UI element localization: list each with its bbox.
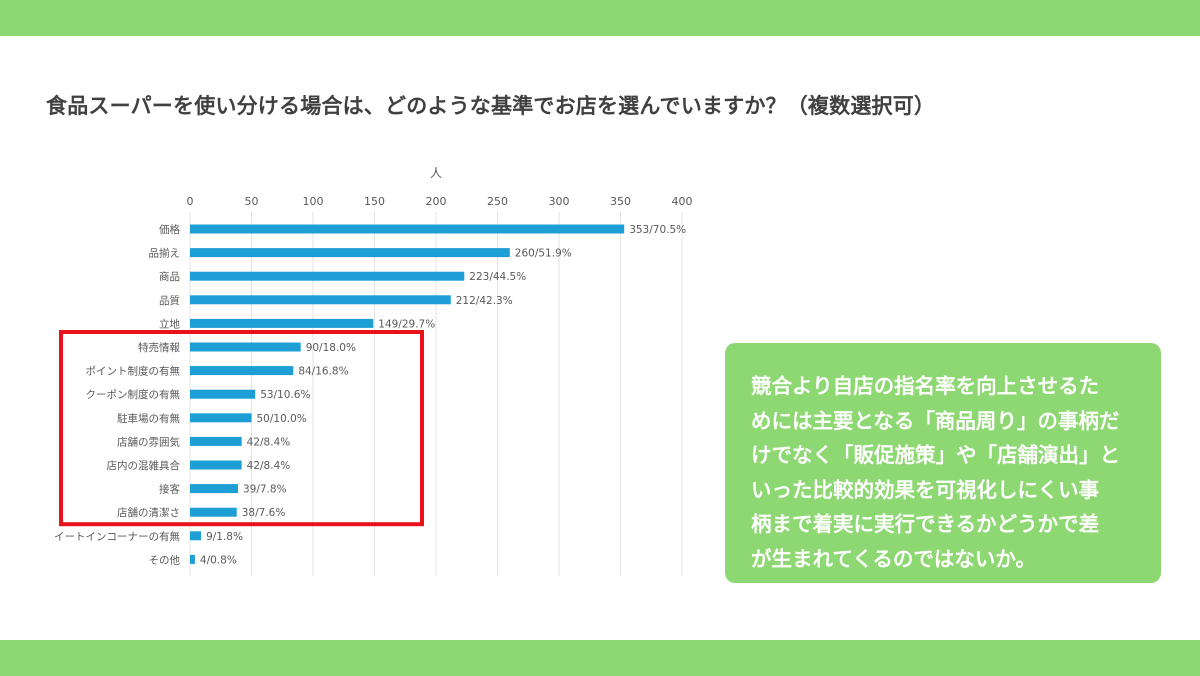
tick-label: 250 [487,195,508,208]
category-label: 品揃え [149,247,181,260]
category-label: 店舗の清潔さ [117,506,180,519]
data-label: 9/1.8% [206,531,243,543]
highlight-box [59,330,424,527]
bar [190,366,294,376]
bar [190,318,374,328]
bar [190,507,237,517]
bar [190,295,451,305]
bar [190,342,301,352]
category-label: 立地 [159,317,180,330]
tick-label: 100 [303,195,324,208]
bar [190,248,510,258]
data-label: 149/29.7% [378,318,435,330]
category-label: 商品 [159,270,180,283]
axis-unit-label: 人 [430,166,442,180]
category-label: 価格 [159,223,180,236]
data-label: 84/16.8% [298,366,348,378]
callout-line: めには主要となる「商品周り」の事柄だ [751,408,1120,433]
tick-label: 400 [672,195,693,208]
category-label: 特売情報 [138,341,180,354]
data-label: 42/8.4% [247,436,291,448]
data-label: 4/0.8% [200,554,237,566]
callout-line: 柄まで着実に実行できるかどうかで差 [751,512,1100,536]
page-title: 食品スーパーを使い分ける場合は、どのような基準でお店を選んでいますか？（複数選択… [46,94,936,118]
bar-chart: 人 0 50 100 150 200 250 300 350 400 価格 353/70.5% 品揃え 2… [54,166,693,576]
category-label: 店内の混雑具合 [107,459,181,472]
callout-box: 競合より自店の指名率を向上させるた めには主要となる「商品周り」の事柄だ けでな… [725,343,1161,583]
data-label: 90/18.0% [306,342,356,354]
data-label: 38/7.6% [242,507,286,519]
category-label: 店舗の雰囲気 [117,435,180,448]
bar [190,389,256,399]
category-label: 駐車場の有無 [117,412,180,425]
bar [190,224,625,234]
data-label: 260/51.9% [515,248,572,260]
data-label: 50/10.0% [257,413,307,425]
tick-label: 350 [610,195,631,208]
data-label: 53/10.6% [260,389,310,401]
bar [190,554,195,564]
category-label: その他 [149,553,181,566]
category-label: クーポン制度の有無 [86,388,181,401]
data-label: 42/8.4% [247,460,291,472]
data-label: 212/42.3% [456,295,513,307]
bottom-band [0,640,1200,676]
callout-line: いった比較的効果を可視化しにくい事 [751,477,1100,502]
data-label: 223/44.5% [469,271,526,283]
tick-label: 150 [364,195,385,208]
tick-label: 50 [245,195,259,208]
bar [190,271,465,281]
category-label: イートインコーナーの有無 [54,530,180,543]
tick-label: 300 [549,195,570,208]
callout-line: が生まれてくるのではないか。 [751,546,1036,571]
tick-label: 200 [426,195,447,208]
category-label: 接客 [159,483,180,496]
data-label: 353/70.5% [629,224,686,236]
callout-line: 競合より自店の指名率を向上させるた [751,374,1100,398]
callout-line: けでなく「販促施策」や「店舗演出」と [751,443,1120,467]
bar [190,436,242,446]
tick-label: 0 [187,195,194,208]
bar [190,413,252,423]
bar [190,460,242,470]
category-label: ポイント制度の有無 [86,365,181,378]
top-band [0,0,1200,36]
category-label: 品質 [159,294,180,307]
bar [190,484,238,494]
bar [190,531,202,541]
data-label: 39/7.8% [243,484,287,496]
